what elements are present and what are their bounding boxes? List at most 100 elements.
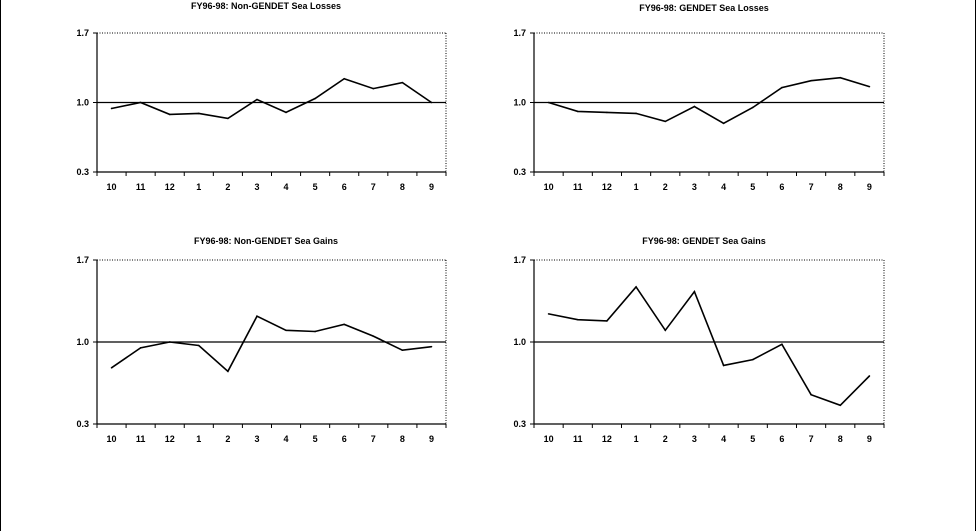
x-tick-label: 2 <box>225 182 230 192</box>
data-point <box>868 375 871 377</box>
data-point <box>547 101 550 104</box>
data-point <box>197 112 200 115</box>
data-point <box>256 315 258 318</box>
x-tick-label: 7 <box>371 434 376 444</box>
data-point <box>227 370 229 373</box>
x-tick-label: 7 <box>371 182 376 192</box>
data-point <box>751 358 754 361</box>
x-tick-label: 1 <box>634 434 639 444</box>
data-point <box>722 364 725 367</box>
x-tick-label: 3 <box>254 182 259 192</box>
series-line <box>111 315 432 373</box>
data-point <box>314 97 316 100</box>
y-tick-label: 1.7 <box>513 28 526 38</box>
x-tick-label: 7 <box>809 434 814 444</box>
data-point <box>781 86 783 89</box>
data-point <box>635 286 637 288</box>
x-tick-label: 10 <box>107 434 117 444</box>
x-tick-label: 7 <box>809 182 814 192</box>
chart-gendet-sea-gains: FY96-98: GENDET Sea Gains 0.31.01.710 11 1… <box>513 236 885 444</box>
x-tick-label: 6 <box>342 182 347 192</box>
x-tick-label: 2 <box>663 434 668 444</box>
x-tick-label: 4 <box>721 182 726 192</box>
x-tick-label: 8 <box>400 182 405 192</box>
data-point <box>401 349 404 352</box>
data-point <box>285 111 287 114</box>
x-tick-label: 9 <box>867 434 872 444</box>
x-tick-label: 10 <box>107 182 117 192</box>
data-point <box>839 404 842 407</box>
y-tick-label: 1.0 <box>513 98 526 108</box>
x-tick-label: 4 <box>284 182 289 192</box>
data-point <box>547 313 550 315</box>
x-tick-label: 10 <box>544 434 554 444</box>
series-line <box>548 285 870 407</box>
data-point <box>110 366 113 369</box>
x-tick-label: 5 <box>750 182 755 192</box>
data-point <box>635 112 637 115</box>
x-tick-label: 1 <box>196 182 201 192</box>
x-tick-label: 11 <box>136 182 146 192</box>
y-tick-label: 1.0 <box>76 337 89 347</box>
x-tick-label: 11 <box>136 434 146 444</box>
y-tick-label: 1.7 <box>513 255 526 265</box>
data-point <box>606 320 608 322</box>
data-point <box>751 106 754 109</box>
data-point <box>606 111 608 114</box>
data-point <box>256 98 258 101</box>
data-point <box>781 343 783 346</box>
data-point <box>168 113 171 116</box>
x-tick-label: 6 <box>779 434 784 444</box>
data-point <box>839 76 842 79</box>
x-tick-label: 2 <box>225 434 230 444</box>
x-tick-label: 3 <box>254 434 259 444</box>
data-point <box>576 318 579 321</box>
chart-non-gendet-sea-gains: FY96-98: Non-GENDET Sea Gains 0.3 1.0 1.7 1… <box>76 236 447 444</box>
y-tick-label: 0.3 <box>76 419 89 429</box>
x-tick-label: 8 <box>400 434 405 444</box>
x-tick-label: 1 <box>196 434 201 444</box>
data-point <box>343 323 346 326</box>
x-tick-label: 3 <box>692 434 697 444</box>
x-tick-label: 9 <box>429 182 434 192</box>
data-point <box>314 330 316 333</box>
data-point <box>197 344 200 347</box>
y-tick-label: 0.3 <box>513 167 526 177</box>
y-tick-label: 0.3 <box>76 167 89 177</box>
y-tick-label: 1.7 <box>76 28 89 38</box>
data-point <box>693 105 696 108</box>
x-tick-label: 12 <box>165 182 175 192</box>
x-tick-label: 6 <box>779 182 784 192</box>
data-point <box>810 79 812 82</box>
x-tick-label: 6 <box>342 434 347 444</box>
x-tick-label: 1 <box>634 182 639 192</box>
data-point <box>430 345 433 348</box>
x-tick-label: 12 <box>602 182 612 192</box>
chart-gendet-sea-losses: FY96-98: GENDET Sea Losses 0.31.01.710 11… <box>513 3 885 192</box>
data-point <box>401 81 404 84</box>
chart-title: FY96-98: Non-GENDET Sea Gains <box>194 236 338 246</box>
x-tick-label: 11 <box>573 434 583 444</box>
data-point <box>576 110 579 113</box>
data-point <box>372 335 375 337</box>
y-tick-label: 1.0 <box>76 98 89 108</box>
x-tick-label: 4 <box>284 434 289 444</box>
x-tick-label: 5 <box>750 434 755 444</box>
chart-title: FY96-98: Non-GENDET Sea Losses <box>191 1 341 11</box>
x-tick-label: 4 <box>721 434 726 444</box>
x-tick-label: 8 <box>838 434 843 444</box>
data-point <box>139 347 142 349</box>
chart-non-gendet-sea-losses: FY96-98: Non-GENDET Sea Losses 0.3 1.0 1.7… <box>76 1 447 192</box>
x-tick-label: 5 <box>313 182 318 192</box>
x-tick-label: 12 <box>602 434 612 444</box>
x-tick-label: 11 <box>573 182 583 192</box>
x-tick-label: 2 <box>663 182 668 192</box>
x-tick-label: 5 <box>313 434 318 444</box>
data-point <box>693 290 696 293</box>
x-tick-label: 12 <box>165 434 175 444</box>
data-point <box>168 341 171 343</box>
data-point <box>110 107 113 110</box>
y-tick-label: 1.0 <box>513 337 526 347</box>
chart-title: FY96-98: GENDET Sea Losses <box>639 3 769 13</box>
